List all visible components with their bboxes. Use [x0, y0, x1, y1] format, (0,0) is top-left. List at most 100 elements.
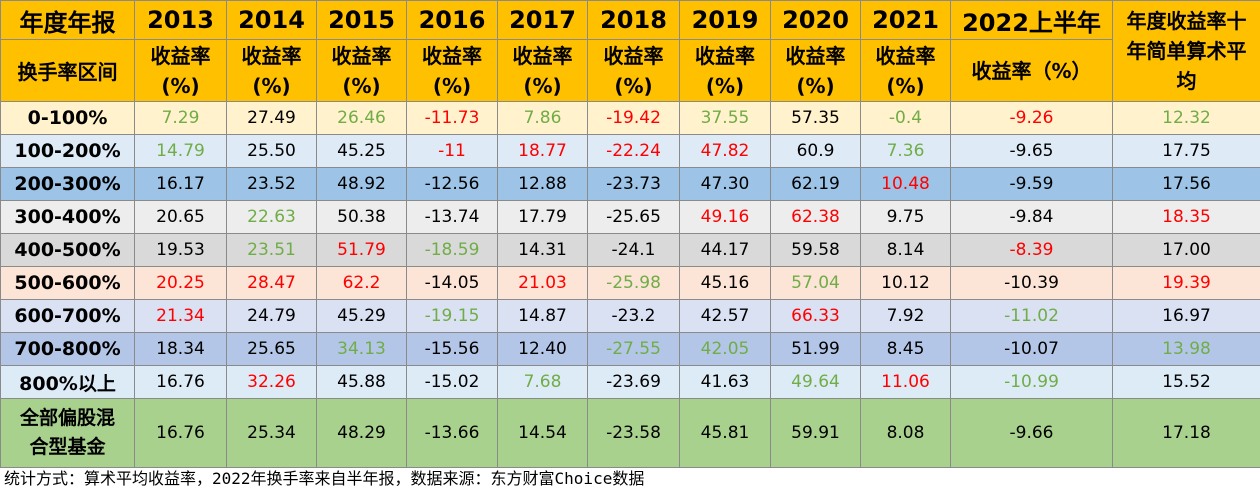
subheader-line1: 收益率	[331, 43, 392, 68]
subheader-5: 收益率 (%)	[587, 39, 680, 102]
table-cell: 37.55	[679, 101, 771, 135]
table-row: 500-600% 20.25 28.47 62.2 -14.05 21.03 -25.98 4…	[0, 266, 1260, 300]
subheader-7: 收益率 (%)	[770, 39, 861, 102]
table-cell: 24.79	[226, 299, 317, 333]
table-cell: -12.56	[406, 167, 498, 201]
row-label: 700-800%	[0, 332, 135, 366]
total-cell: 45.81	[679, 398, 771, 468]
table-cell: 7.36	[860, 134, 951, 168]
total-cell: -13.66	[406, 398, 498, 468]
table-cell: -22.24	[587, 134, 680, 168]
table-cell: 8.45	[860, 332, 951, 366]
table-cell: 21.03	[497, 266, 588, 300]
table-cell: -23.73	[587, 167, 680, 201]
footnote: 统计方式：算术平均收益率，2022年换手率来自半年报，数据来源：东方财富Choi…	[4, 469, 645, 488]
total-cell: -23.58	[587, 398, 680, 468]
total-cell: 48.29	[316, 398, 407, 468]
table-cell: 62.38	[770, 200, 861, 234]
table-cell: 47.30	[679, 167, 771, 201]
year-header-5: 2018	[587, 0, 680, 40]
table-cell: 19.39	[1112, 266, 1260, 300]
year-header-2: 2015	[316, 0, 407, 40]
table-cell: 57.04	[770, 266, 861, 300]
table-cell: 66.33	[770, 299, 861, 333]
table-cell: -8.39	[950, 233, 1113, 267]
subheader-line2: (%)	[705, 73, 745, 98]
table-cell: -9.26	[950, 101, 1113, 135]
subheader-line2: (%)	[252, 73, 291, 98]
table-cell: -27.55	[587, 332, 680, 366]
table-cell: 50.38	[316, 200, 407, 234]
table-cell: -25.98	[587, 266, 680, 300]
table-cell: 51.99	[770, 332, 861, 366]
avg-header: 年度收益率十年简单算术平均	[1112, 0, 1260, 102]
table-row: 100-200% 14.79 25.50 45.25 -11 18.77 -22.24 47.…	[0, 134, 1260, 168]
subheader-line1: 收益率	[150, 43, 211, 68]
subheader-0: 收益率 (%)	[134, 39, 227, 102]
corner-top-label: 年度年报	[0, 0, 135, 40]
table-cell: 17.56	[1112, 167, 1260, 201]
table-row: 800%以上 16.76 32.26 45.88 -15.02 7.68 -23.69 41.…	[0, 365, 1260, 399]
table-cell: -0.4	[860, 101, 951, 135]
table-cell: 45.29	[316, 299, 407, 333]
subheader-8: 收益率 (%)	[860, 39, 951, 102]
table-cell: -23.69	[587, 365, 680, 399]
table-cell: 27.49	[226, 101, 317, 135]
table-cell: 7.68	[497, 365, 588, 399]
total-cell: 25.34	[226, 398, 317, 468]
table-cell: 45.16	[679, 266, 771, 300]
table-cell: 21.34	[134, 299, 227, 333]
year-header-0: 2013	[134, 0, 227, 40]
table-cell: 60.9	[770, 134, 861, 168]
subheader-line1: 收益率	[785, 43, 846, 68]
total-row: 全部偏股混合型基金 16.76 25.34 48.29 -13.66 14.54 -23.5…	[0, 398, 1260, 468]
corner-bottom-label: 换手率区间	[0, 39, 135, 102]
table-cell: 45.88	[316, 365, 407, 399]
subheader-line2: (%)	[161, 73, 200, 98]
row-label: 300-400%	[0, 200, 135, 234]
table-cell: -9.65	[950, 134, 1113, 168]
year-header-6: 2019	[679, 0, 771, 40]
table-cell: 47.82	[679, 134, 771, 168]
table-cell: 20.25	[134, 266, 227, 300]
table-cell: 18.77	[497, 134, 588, 168]
table-cell: -14.05	[406, 266, 498, 300]
table-cell: 15.52	[1112, 365, 1260, 399]
table-cell: 14.87	[497, 299, 588, 333]
subheader-line2: (%)	[523, 73, 562, 98]
year-header-1: 2014	[226, 0, 317, 40]
row-label: 200-300%	[0, 167, 135, 201]
table-cell: -11.73	[406, 101, 498, 135]
table-cell: 25.65	[226, 332, 317, 366]
table-cell: 42.57	[679, 299, 771, 333]
table-cell: 14.31	[497, 233, 588, 267]
table-row: 0-100% 7.29 27.49 26.46 -11.73 7.86 -19.42 37.5…	[0, 101, 1260, 135]
subheader-line1: 收益率	[512, 43, 573, 68]
table-cell: 25.50	[226, 134, 317, 168]
table-cell: 18.35	[1112, 200, 1260, 234]
table-cell: 17.75	[1112, 134, 1260, 168]
subheader-line1: 收益率	[422, 43, 482, 68]
total-cell: -9.66	[950, 398, 1113, 468]
table-cell: 49.16	[679, 200, 771, 234]
subheader-line2: (%)	[796, 73, 835, 98]
row-label: 500-600%	[0, 266, 135, 300]
table-cell: 13.98	[1112, 332, 1260, 366]
row-label: 400-500%	[0, 233, 135, 267]
row-label: 100-200%	[0, 134, 135, 168]
table-cell: 51.79	[316, 233, 407, 267]
table-cell: 12.88	[497, 167, 588, 201]
table-cell: -11.02	[950, 299, 1113, 333]
table-cell: -15.56	[406, 332, 498, 366]
year-header-4: 2017	[497, 0, 588, 40]
table-cell: 10.48	[860, 167, 951, 201]
table-cell: 49.64	[770, 365, 861, 399]
table-cell: 45.25	[316, 134, 407, 168]
table-cell: 42.05	[679, 332, 771, 366]
year-header-7: 2020	[770, 0, 861, 40]
subheader-line2: (%)	[886, 73, 925, 98]
subheader-6: 收益率 (%)	[679, 39, 771, 102]
table-cell: 11.06	[860, 365, 951, 399]
table-cell: 10.12	[860, 266, 951, 300]
subheader-line1: 收益率	[695, 43, 755, 68]
